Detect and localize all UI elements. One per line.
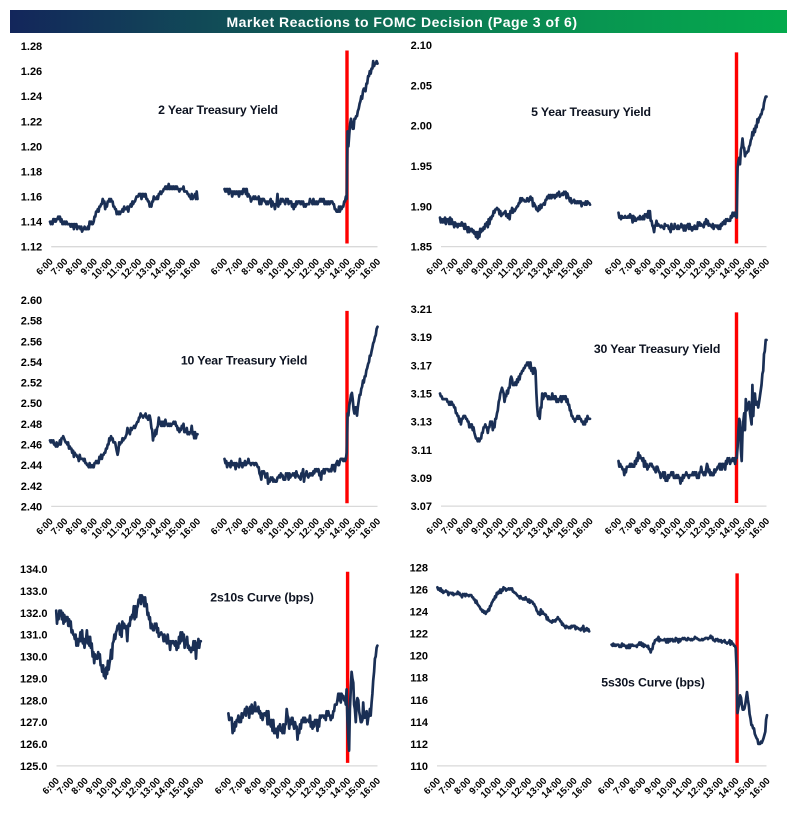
svg-text:2.10: 2.10 (411, 40, 432, 52)
svg-text:2.44: 2.44 (21, 460, 43, 472)
svg-text:128: 128 (410, 563, 428, 575)
svg-text:2.46: 2.46 (21, 440, 42, 452)
svg-text:3.13: 3.13 (411, 417, 432, 429)
svg-text:2.05: 2.05 (411, 80, 432, 92)
svg-text:1.18: 1.18 (21, 166, 42, 178)
svg-text:110: 110 (410, 761, 428, 773)
svg-text:3.19: 3.19 (411, 332, 432, 344)
svg-text:118: 118 (410, 673, 428, 685)
svg-text:1.22: 1.22 (21, 116, 42, 128)
svg-text:124: 124 (410, 607, 429, 619)
svg-text:2s10s Curve (bps): 2s10s Curve (bps) (210, 591, 313, 605)
svg-text:122: 122 (410, 629, 428, 641)
svg-text:2.00: 2.00 (411, 121, 432, 133)
svg-text:3.07: 3.07 (411, 501, 432, 513)
svg-text:127.0: 127.0 (20, 717, 48, 729)
svg-text:2 Year Treasury Yield: 2 Year Treasury Yield (158, 103, 278, 117)
svg-text:5 Year Treasury Yield: 5 Year Treasury Yield (531, 105, 651, 119)
svg-text:3.17: 3.17 (411, 360, 432, 372)
svg-text:3.11: 3.11 (411, 445, 432, 457)
svg-text:3.09: 3.09 (411, 473, 432, 485)
svg-text:125.0: 125.0 (20, 761, 48, 773)
svg-text:3.21: 3.21 (411, 304, 432, 316)
svg-text:3.15: 3.15 (411, 389, 432, 401)
svg-text:2.42: 2.42 (21, 481, 42, 493)
svg-text:2.40: 2.40 (21, 501, 42, 513)
svg-text:1.26: 1.26 (21, 66, 42, 78)
svg-text:126: 126 (410, 585, 428, 597)
svg-text:1.12: 1.12 (21, 242, 42, 254)
svg-text:130.0: 130.0 (20, 652, 48, 664)
svg-text:114: 114 (410, 717, 429, 729)
svg-text:30 Year Treasury Yield: 30 Year Treasury Yield (594, 342, 720, 356)
svg-text:1.14: 1.14 (21, 217, 43, 229)
svg-text:126.0: 126.0 (20, 739, 48, 751)
svg-text:1.20: 1.20 (21, 141, 42, 153)
svg-text:2.48: 2.48 (21, 419, 42, 431)
svg-text:128.0: 128.0 (20, 695, 48, 707)
svg-text:1.16: 1.16 (21, 192, 42, 204)
svg-text:10 Year Treasury Yield: 10 Year Treasury Yield (181, 354, 307, 368)
svg-text:5s30s Curve (bps): 5s30s Curve (bps) (601, 676, 704, 690)
svg-text:1.85: 1.85 (411, 242, 432, 254)
svg-text:133.0: 133.0 (20, 586, 48, 598)
svg-text:2.60: 2.60 (21, 295, 42, 307)
svg-text:1.95: 1.95 (411, 161, 432, 173)
svg-text:2.54: 2.54 (21, 357, 43, 369)
svg-text:131.0: 131.0 (20, 630, 48, 642)
svg-text:2.58: 2.58 (21, 316, 42, 328)
svg-text:2.52: 2.52 (21, 378, 42, 390)
svg-text:120: 120 (410, 651, 428, 663)
svg-text:112: 112 (410, 739, 428, 751)
svg-text:132.0: 132.0 (20, 608, 48, 620)
svg-text:129.0: 129.0 (20, 673, 48, 685)
svg-text:1.24: 1.24 (21, 91, 43, 103)
svg-text:Market Reactions to FOMC Decis: Market Reactions to FOMC Decision (Page … (226, 14, 577, 30)
svg-text:134.0: 134.0 (20, 564, 48, 576)
svg-text:1.28: 1.28 (21, 41, 42, 53)
svg-text:1.90: 1.90 (411, 201, 432, 213)
svg-text:2.56: 2.56 (21, 336, 42, 348)
svg-text:116: 116 (410, 695, 428, 707)
svg-text:2.50: 2.50 (21, 398, 42, 410)
